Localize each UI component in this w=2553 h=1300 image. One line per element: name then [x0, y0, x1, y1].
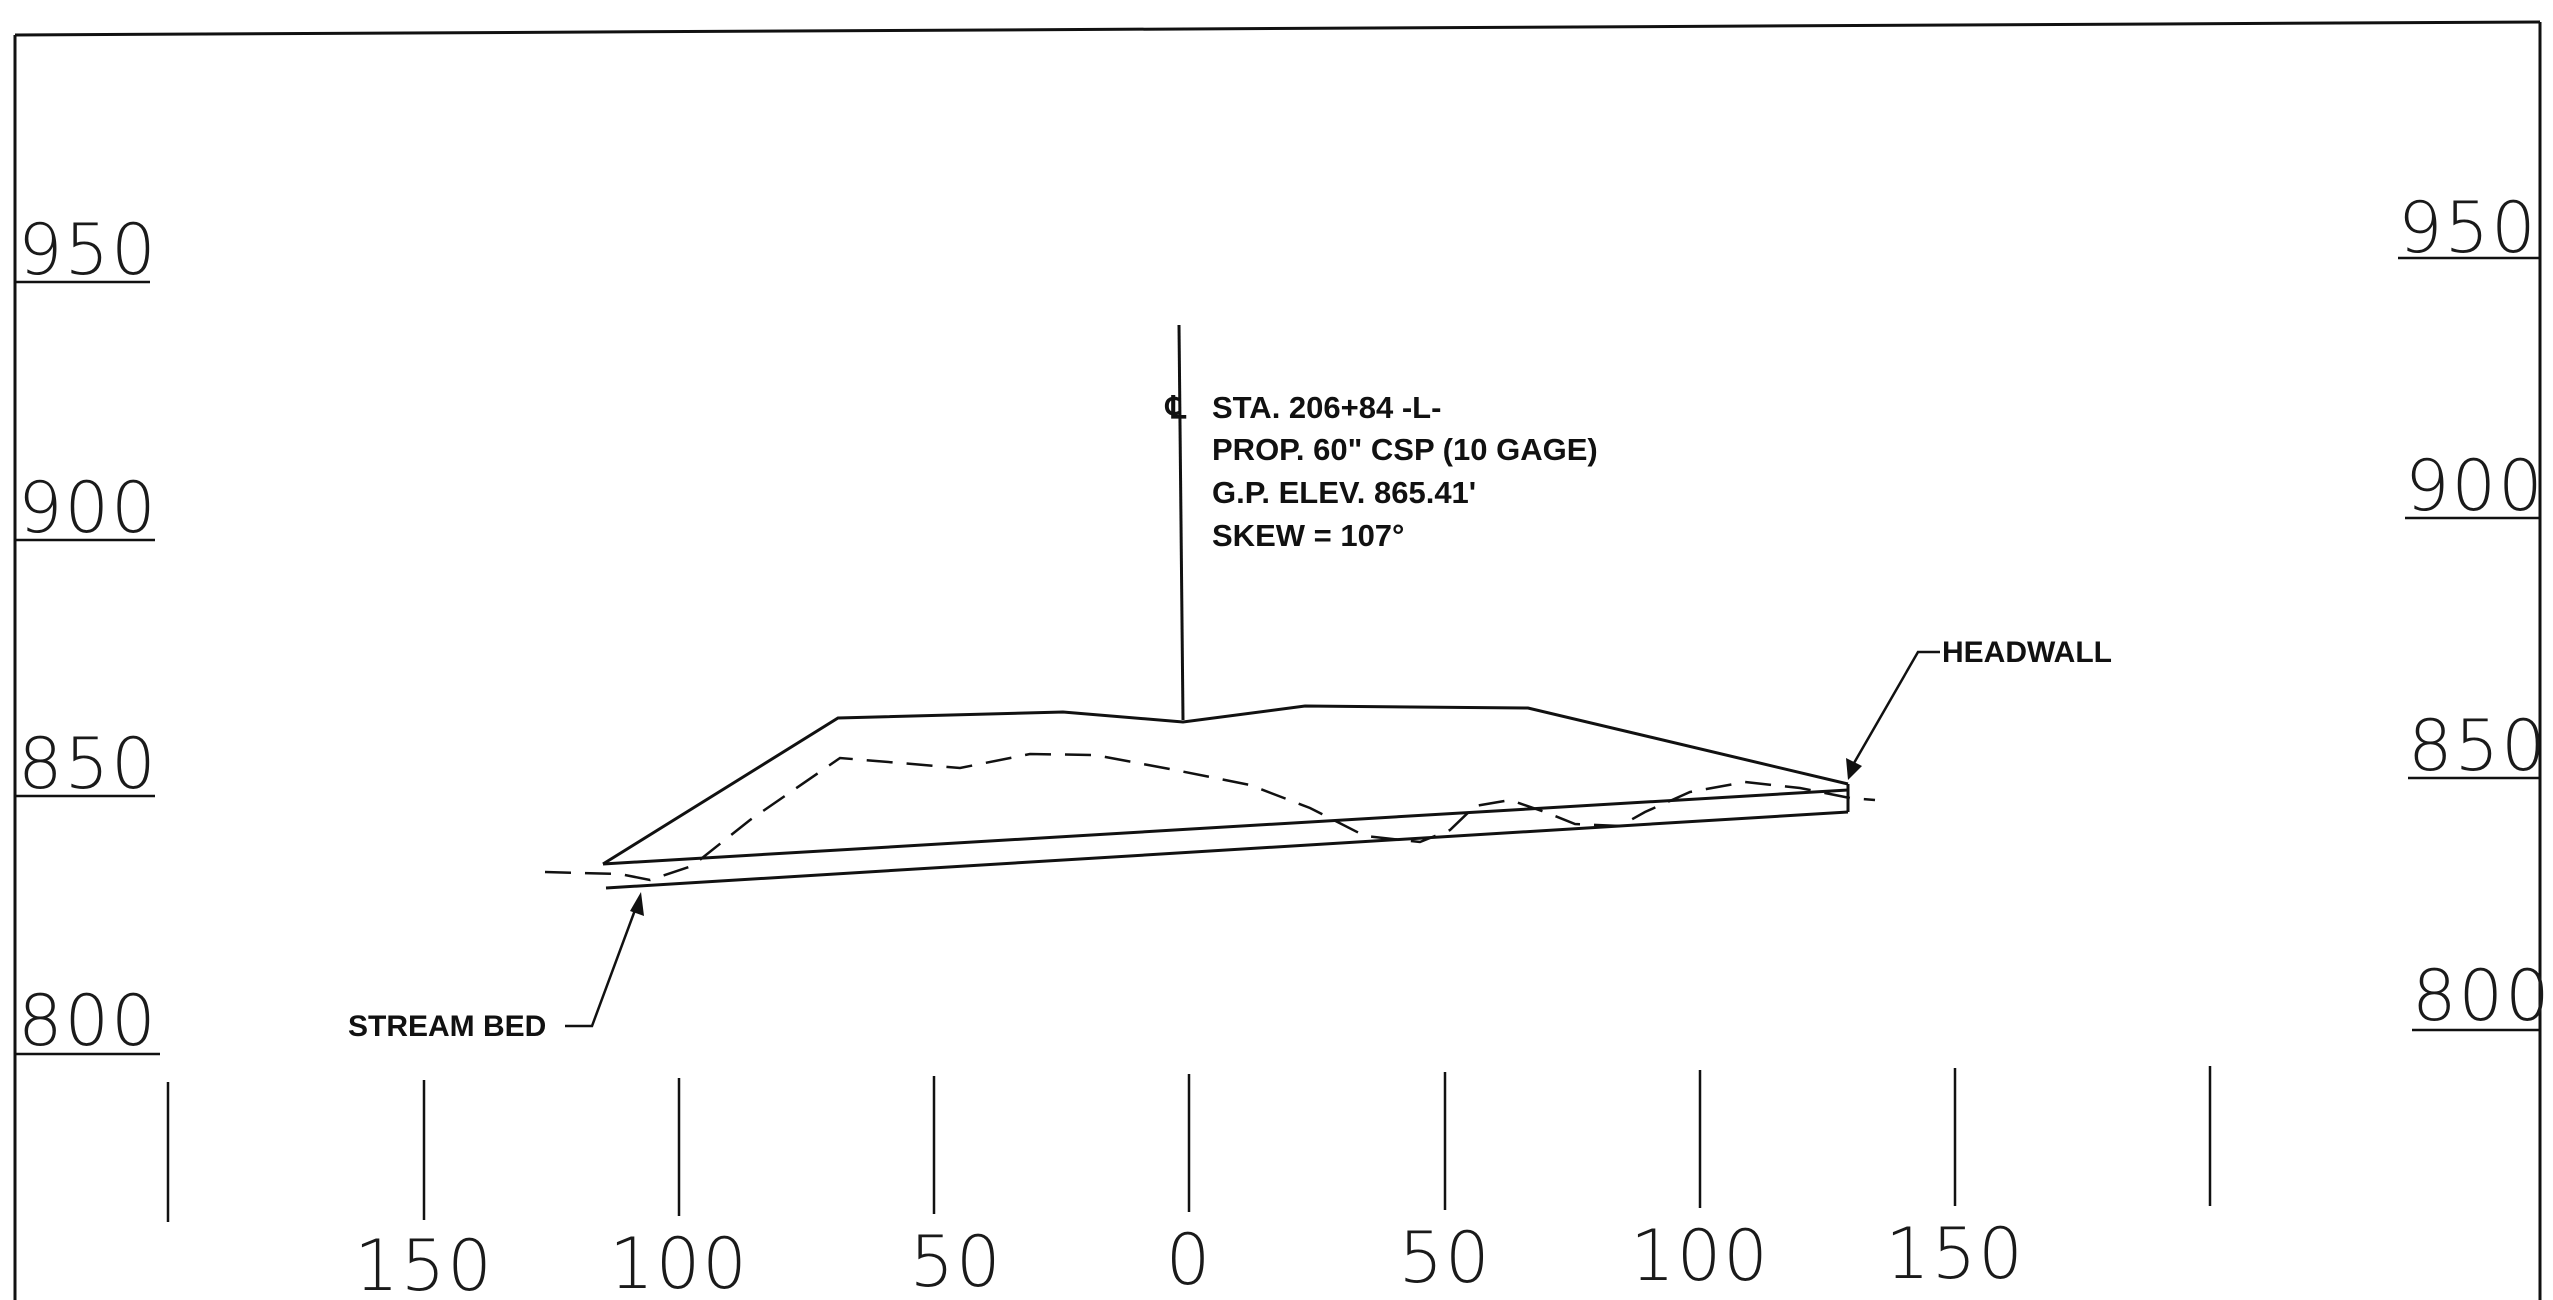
elevation-scale-left: 950 900 850 800: [15, 209, 160, 1062]
elev-left-950: 950: [18, 209, 158, 291]
elev-right-900: 900: [2405, 445, 2545, 527]
proposed-ground-line: [602, 704, 1849, 866]
offset-label-0: 0: [1166, 1219, 1213, 1300]
sheet-border: [13, 20, 2542, 1300]
elevation-scale-right: 950 900 850 800: [2398, 187, 2552, 1037]
offset-label-left-150: 150: [354, 1225, 494, 1300]
existing-ground-line: [544, 752, 1876, 882]
culvert-notes: STA. 206+84 -L- PROP. 60" CSP (10 GAGE) …: [1212, 390, 1598, 553]
elev-right-850: 850: [2408, 705, 2548, 787]
centerline: [1177, 324, 1185, 721]
pipe-culvert: [602, 784, 1850, 890]
offset-label-left-50: 50: [909, 1221, 1002, 1300]
note-skew: SKEW = 107°: [1212, 518, 1404, 553]
offset-label-right-150: 150: [1885, 1213, 2025, 1295]
elev-left-850: 850: [18, 723, 158, 805]
stream-bed-label: STREAM BED: [348, 1010, 546, 1043]
stream-bed-callout: STREAM BED: [348, 892, 644, 1043]
headwall-callout: HEADWALL: [1846, 636, 2112, 780]
elev-right-800: 800: [2412, 955, 2552, 1037]
headwall-label: HEADWALL: [1942, 636, 2112, 669]
offset-ticks: [166, 1066, 2212, 1222]
offset-label-right-50: 50: [1398, 1217, 1491, 1299]
note-pipe: PROP. 60" CSP (10 GAGE): [1212, 432, 1598, 467]
elev-left-800: 800: [18, 980, 158, 1062]
elev-left-900: 900: [18, 467, 158, 549]
centerline-symbol: ℄: [1164, 390, 1187, 425]
offset-label-left-100: 100: [609, 1223, 749, 1300]
note-station: STA. 206+84 -L-: [1212, 390, 1441, 425]
note-grade-point: G.P. ELEV. 865.41': [1212, 475, 1476, 510]
offset-scale: 150 100 50 0 50 100 150: [354, 1213, 2025, 1300]
elev-right-950: 950: [2398, 187, 2538, 269]
offset-label-right-100: 100: [1630, 1215, 1770, 1297]
